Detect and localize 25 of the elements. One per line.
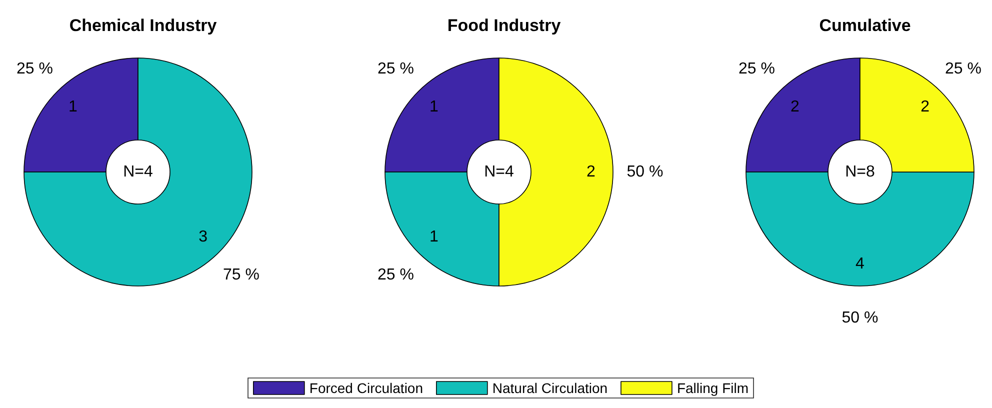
- text: 25 %: [945, 60, 982, 78]
- slice-label: Cumulative: [819, 16, 911, 35]
- text: N=4: [123, 164, 153, 180]
- data-label: 1: [429, 228, 438, 246]
- legend-label: Forced Circulation: [309, 380, 424, 396]
- data-label: 4: [856, 256, 865, 272]
- text: 25 %: [16, 60, 53, 78]
- legend-label: Natural Circulation: [492, 380, 608, 396]
- text: N=8: [845, 164, 875, 180]
- data-label: 3: [198, 228, 208, 246]
- text: 50 %: [842, 310, 878, 326]
- data-label: 1: [68, 98, 78, 116]
- slice-label: Food Industry: [447, 16, 562, 35]
- data-label: 2: [586, 164, 596, 180]
- text: 75 %: [223, 266, 260, 284]
- text: 25 %: [738, 60, 775, 78]
- data-label: 2: [920, 98, 930, 116]
- text: 25 %: [378, 60, 414, 78]
- slice-label: Chemical Industry: [69, 16, 218, 35]
- text: 25 %: [378, 266, 414, 284]
- data-label: 1: [429, 98, 438, 116]
- text: 50 %: [626, 164, 664, 180]
- data-label: 2: [790, 98, 800, 116]
- legend-label: Falling Film: [676, 380, 749, 396]
- text: N=4: [484, 164, 514, 180]
